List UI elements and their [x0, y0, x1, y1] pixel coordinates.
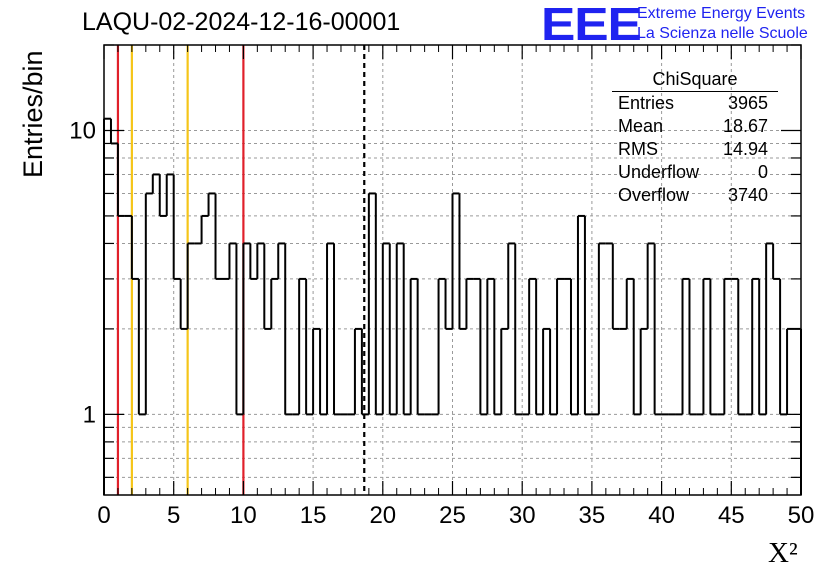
x-tick-label: 25: [439, 502, 466, 529]
stats-row-overflow: Overflow 3740: [612, 184, 778, 207]
stats-label: RMS: [618, 139, 658, 159]
logo-caption-line2: La Scienza nelle Scuole: [637, 25, 808, 42]
histogram-bins: [103, 117, 802, 495]
stats-row-mean: Mean 18.67: [612, 115, 778, 138]
x-tick-label: 30: [509, 502, 536, 529]
y-axis-label: Entries/bin: [18, 50, 48, 178]
stats-label: Entries: [618, 93, 675, 113]
stats-value: 3740: [727, 185, 768, 205]
stats-row-entries: Entries 3965: [612, 92, 778, 115]
tick-labels: 0 5 10 15 20 25 30 35 40 45 50 1 10: [69, 117, 814, 529]
y-tick-label: 1: [83, 401, 96, 428]
x-tick-label: 50: [788, 502, 815, 529]
stats-label: Underflow: [618, 162, 700, 182]
stats-label: Mean: [618, 116, 664, 136]
logo-caption: Extreme Energy Events La Scienza nelle S…: [637, 4, 808, 44]
x-tick-label: 15: [300, 502, 327, 529]
x-tick-label: 35: [579, 502, 606, 529]
stats-row-underflow: Underflow 0: [612, 161, 778, 184]
x-tick-label: 5: [167, 502, 180, 529]
x-tick-label: 20: [369, 502, 396, 529]
stats-box: ChiSquare Entries 3965 Mean 18.67 RMS 14.94…: [612, 68, 778, 207]
x-tick-label: 45: [718, 502, 745, 529]
eee-logo: EEE: [541, 0, 642, 50]
stats-value: 18.67: [722, 116, 768, 136]
x-tick-label: 0: [97, 502, 110, 529]
stats-value: 3965: [727, 93, 768, 113]
stats-value: 0: [757, 162, 768, 182]
stats-row-rms: RMS 14.94: [612, 138, 778, 161]
x-axis-label: X²: [768, 537, 798, 569]
stats-label: Overflow: [618, 185, 690, 205]
stats-value: 14.94: [722, 139, 768, 159]
plot-title: LAQU-02-2024-12-16-00001: [82, 8, 401, 36]
x-tick-label: 40: [648, 502, 675, 529]
x-tick-label: 10: [230, 502, 257, 529]
y-tick-label: 10: [69, 117, 96, 144]
logo-caption-line1: Extreme Energy Events: [637, 5, 806, 22]
stats-title: ChiSquare: [612, 68, 778, 92]
axis-ticks: [103, 44, 802, 495]
